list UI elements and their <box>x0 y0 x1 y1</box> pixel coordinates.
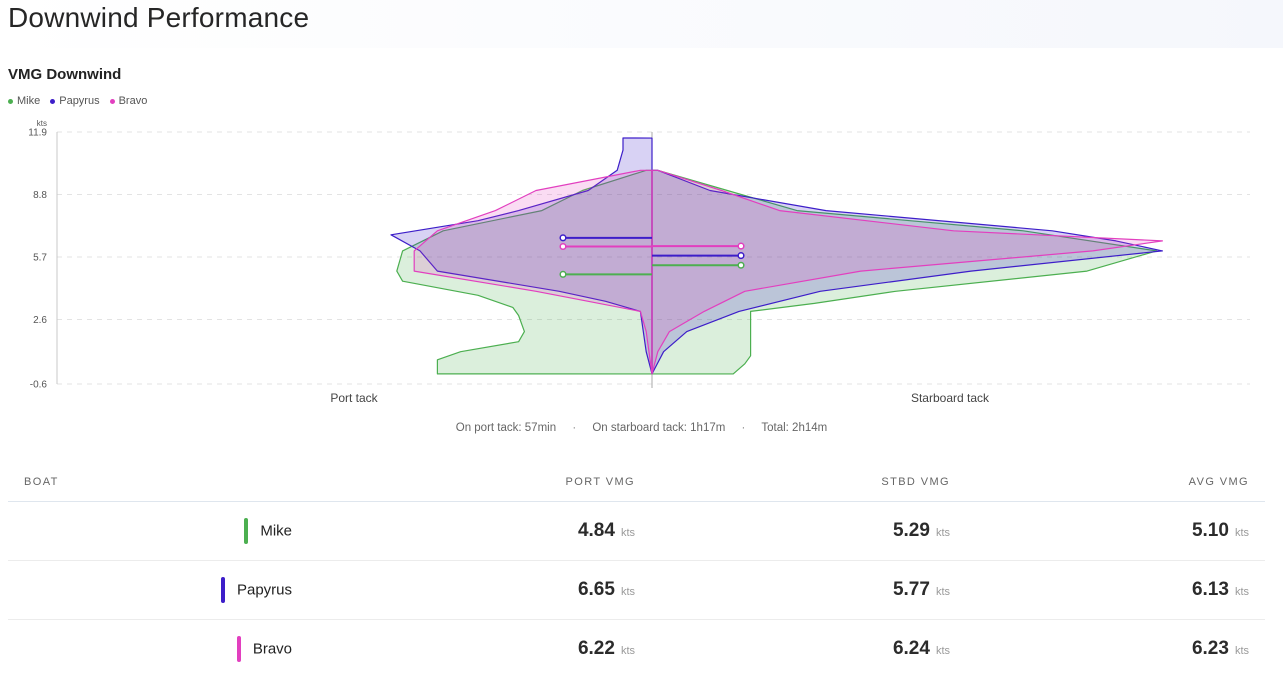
tack-time-summary: On port tack: 57min · On starboard tack:… <box>0 422 1283 434</box>
boat-cell: Papyrus <box>8 560 308 620</box>
mean-marker-port-papyrus <box>559 234 567 242</box>
port-vmg-value: 4.84 <box>577 520 615 541</box>
mean-marker-stbd-bravo <box>737 242 745 250</box>
y-tick-label: 11.9 <box>28 128 47 139</box>
stbd-vmg-value: 6.24 <box>892 638 930 659</box>
x-category-label: Port tack <box>330 391 378 405</box>
avg-vmg-cell: 6.13 kts <box>966 560 1265 620</box>
boat-cell: Bravo <box>8 620 308 679</box>
table-row[interactable]: Papyrus 6.65 kts 5.77 kts 6.13 kts <box>8 560 1265 620</box>
header-port-vmg[interactable]: PORT VMG <box>308 462 651 502</box>
avg-vmg-value: 6.13 <box>1191 579 1229 600</box>
mean-marker-stbd-mike <box>737 261 745 269</box>
port-vmg-value: 6.22 <box>577 638 615 659</box>
port-vmg-value: 6.65 <box>577 579 615 600</box>
header-boat[interactable]: BOAT <box>8 462 308 502</box>
port-vmg-cell: 6.22 kts <box>308 620 651 679</box>
port-vmg-cell: 4.84 kts <box>308 501 651 561</box>
y-tick-label: 8.8 <box>33 190 47 201</box>
unit-label: kts <box>620 645 635 657</box>
boat-name: Bravo <box>252 640 292 658</box>
table-row[interactable]: Mike 4.84 kts 5.29 kts 5.10 kts <box>8 501 1265 561</box>
boat-cell: Mike <box>8 501 308 561</box>
boat-color-swatch <box>244 518 249 544</box>
violin-stbd-mike <box>651 169 1158 375</box>
page-title: Downwind Performance <box>8 2 310 33</box>
unit-label: kts <box>620 527 635 539</box>
x-category-label: Starboard tack <box>911 391 990 405</box>
vmg-table: BOAT PORT VMG STBD VMG AVG VMG Mike 4.84… <box>8 462 1265 678</box>
boat-color-swatch <box>220 577 225 603</box>
avg-vmg-cell: 5.10 kts <box>966 501 1265 561</box>
legend-label: Bravo <box>118 95 148 107</box>
legend-label: Mike <box>17 95 41 107</box>
chart-legend: Mike Papyrus Bravo <box>8 94 157 108</box>
y-tick-label: -0.6 <box>30 380 48 391</box>
starboard-tack-time: On starboard tack: 1h17m <box>592 422 726 434</box>
page-header: Downwind Performance <box>0 0 1283 48</box>
violin-stbd-papyrus <box>651 169 1163 375</box>
boat-name: Papyrus <box>236 581 292 599</box>
y-unit-label: kts <box>37 119 47 128</box>
unit-label: kts <box>1234 645 1249 657</box>
total-time: Total: 2h14m <box>761 422 828 434</box>
legend-dot-icon <box>109 98 115 104</box>
table-header-row: BOAT PORT VMG STBD VMG AVG VMG <box>8 462 1265 502</box>
port-tack-time: On port tack: 57min <box>455 422 557 434</box>
table-row[interactable]: Bravo 6.22 kts 6.24 kts 6.23 kts <box>8 620 1265 679</box>
violin-stbd-bravo <box>651 169 1163 375</box>
unit-label: kts <box>935 645 950 657</box>
avg-vmg-cell: 6.23 kts <box>966 620 1265 679</box>
summary-separator: · <box>572 422 577 434</box>
unit-label: kts <box>935 586 950 598</box>
legend-item-mike[interactable]: Mike <box>8 95 40 107</box>
mean-marker-stbd-papyrus <box>737 252 745 260</box>
chart-title: VMG Downwind <box>8 66 122 83</box>
legend-dot-icon <box>50 98 56 104</box>
unit-label: kts <box>1234 527 1249 539</box>
avg-vmg-value: 5.10 <box>1191 520 1229 541</box>
violin-port-papyrus <box>390 137 653 375</box>
stbd-vmg-cell: 5.77 kts <box>651 560 966 620</box>
boat-name: Mike <box>260 522 292 540</box>
header-avg-vmg[interactable]: AVG VMG <box>966 462 1265 502</box>
stbd-vmg-cell: 6.24 kts <box>651 620 966 679</box>
legend-item-papyrus[interactable]: Papyrus <box>50 95 100 107</box>
legend-label: Papyrus <box>59 95 100 107</box>
mean-marker-port-mike <box>559 270 567 278</box>
unit-label: kts <box>620 586 635 598</box>
avg-vmg-value: 6.23 <box>1191 638 1229 659</box>
y-tick-label: 5.7 <box>33 252 47 263</box>
violin-port-bravo <box>413 169 653 375</box>
boat-color-swatch <box>236 636 241 662</box>
stbd-vmg-value: 5.29 <box>892 520 930 541</box>
port-vmg-cell: 6.65 kts <box>308 560 651 620</box>
stbd-vmg-cell: 5.29 kts <box>651 501 966 561</box>
vmg-violin-chart: 11.9 8.8 5.7 2.6 -0.6 kts Port tack Starboard t… <box>28 119 1250 405</box>
legend-dot-icon <box>8 98 13 104</box>
summary-separator: · <box>741 422 746 434</box>
unit-label: kts <box>1234 586 1249 598</box>
header-stbd-vmg[interactable]: STBD VMG <box>651 462 966 502</box>
y-tick-label: 2.6 <box>33 315 47 326</box>
stbd-vmg-value: 5.77 <box>892 579 930 600</box>
unit-label: kts <box>935 527 950 539</box>
legend-item-bravo[interactable]: Bravo <box>109 95 148 107</box>
mean-marker-port-bravo <box>559 242 567 251</box>
